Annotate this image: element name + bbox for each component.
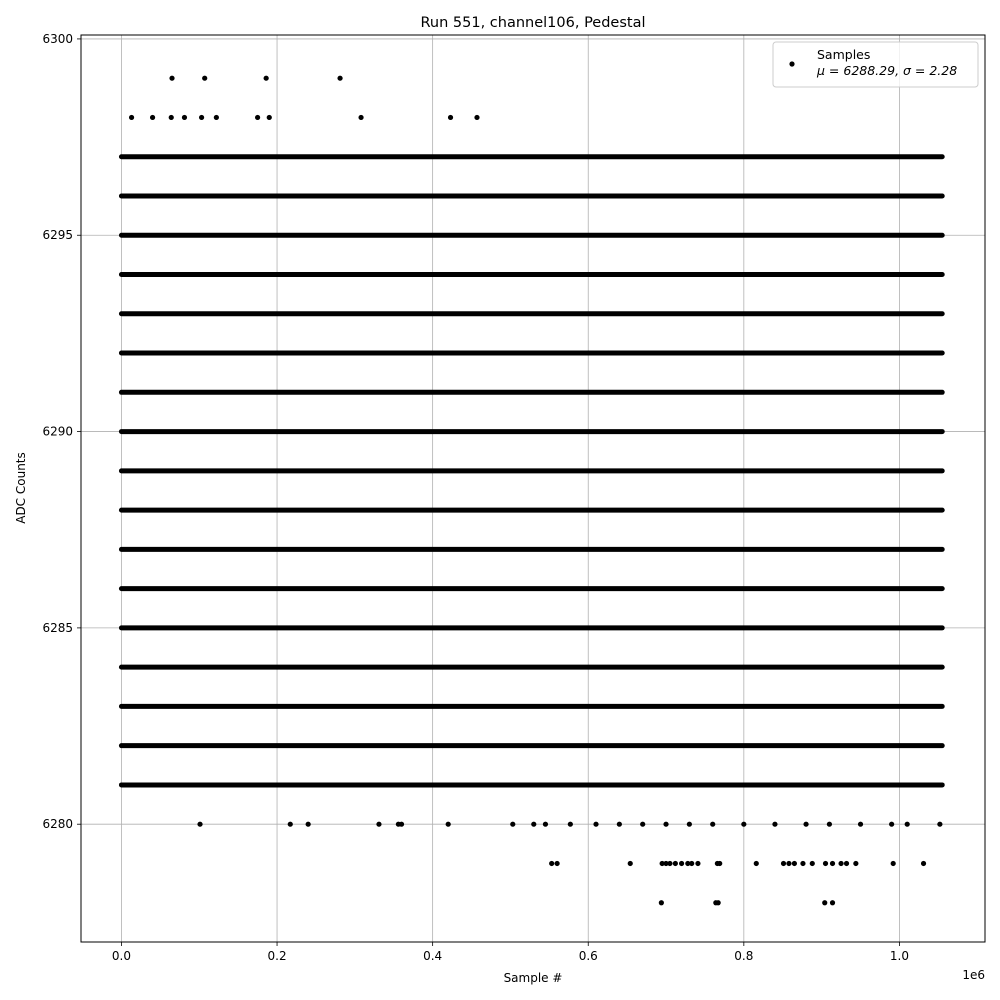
sample-point <box>809 860 815 867</box>
sample-point <box>890 860 896 867</box>
sample-point <box>829 860 836 867</box>
y-axis-ticks: 6280 6285 6290 6295 6300 <box>42 32 81 831</box>
chart-title: Run 551, channel106, Pedestal <box>420 15 645 31</box>
sample-point <box>640 821 646 827</box>
data-points <box>118 75 945 906</box>
sample-point <box>853 860 859 867</box>
sample-point <box>838 860 844 867</box>
sample-point <box>857 821 864 827</box>
sample-point <box>829 900 836 906</box>
sample-point <box>542 821 549 827</box>
sample-point <box>567 821 573 827</box>
sample-point <box>658 900 664 906</box>
y-tick-label: 6300 <box>42 32 73 46</box>
x-tick-label: 0.6 <box>579 949 598 963</box>
sample-point <box>803 821 809 827</box>
sample-point <box>800 860 806 867</box>
x-tick-label: 1.0 <box>890 949 909 963</box>
legend-entry-samples: Samples <box>817 47 870 62</box>
plot-frame <box>80 34 986 943</box>
legend-marker-icon <box>789 61 795 67</box>
sample-point <box>593 821 599 827</box>
sample-point <box>168 114 174 121</box>
sample-point <box>128 114 135 121</box>
sample-point <box>791 860 797 867</box>
x-axis-offset-label: 1e6 <box>962 968 985 982</box>
sample-point <box>149 114 156 121</box>
x-tick-label: 0.8 <box>734 949 753 963</box>
sample-point <box>685 860 691 867</box>
x-axis-label: Sample # <box>504 971 563 985</box>
sample-point <box>358 114 364 121</box>
sample-point <box>889 821 895 827</box>
sample-point <box>663 821 669 827</box>
sample-point <box>717 860 723 867</box>
sample-point <box>266 114 272 121</box>
y-tick-label: 6280 <box>42 817 73 831</box>
sample-point <box>305 821 311 827</box>
sample-point <box>445 821 451 827</box>
sample-point <box>826 821 833 827</box>
y-axis-label: ADC Counts <box>14 452 28 524</box>
x-tick-label: 0.4 <box>423 949 442 963</box>
sample-point <box>549 860 555 867</box>
sample-point <box>287 821 293 827</box>
sample-point <box>667 860 673 867</box>
sample-point <box>263 75 269 81</box>
sample-point <box>689 860 695 867</box>
sample-point <box>510 821 516 827</box>
sample-point <box>447 114 454 121</box>
sample-point <box>663 860 669 867</box>
sample-point <box>678 860 685 867</box>
sample-point <box>531 821 537 827</box>
legend: Samples μ = 6288.29, σ = 2.28 <box>772 41 979 88</box>
legend-box <box>772 41 979 88</box>
sample-point <box>786 860 792 867</box>
sample-point <box>213 114 219 121</box>
sample-point <box>920 860 927 867</box>
sample-point <box>715 900 721 906</box>
x-axis-ticks: 0.0 0.2 0.4 0.6 0.8 1.0 <box>112 942 909 963</box>
sample-point <box>181 114 188 121</box>
sample-point <box>169 75 175 81</box>
sample-point <box>686 821 692 827</box>
x-tick-label: 0.0 <box>112 949 131 963</box>
sample-point <box>254 114 261 121</box>
sample-point <box>398 821 405 827</box>
sample-point <box>554 860 560 867</box>
sample-point <box>695 860 701 867</box>
legend-entry-stats: μ = 6288.29, σ = 2.28 <box>816 63 957 78</box>
sample-point <box>202 75 208 81</box>
y-tick-label: 6295 <box>42 228 73 242</box>
sample-point <box>822 900 828 906</box>
y-tick-label: 6290 <box>42 425 73 439</box>
sample-point <box>474 114 480 121</box>
sample-point <box>197 821 203 827</box>
sample-point <box>659 860 665 867</box>
sample-point <box>616 821 622 827</box>
sample-point <box>904 821 910 827</box>
y-tick-label: 6285 <box>42 621 73 635</box>
sample-point <box>822 860 829 867</box>
sample-point <box>772 821 778 827</box>
sample-point <box>337 75 343 81</box>
sample-point <box>198 114 205 121</box>
sample-point <box>843 860 850 867</box>
sample-point <box>780 860 787 867</box>
sample-point <box>741 821 747 827</box>
x-tick-label: 0.2 <box>268 949 287 963</box>
sample-point <box>753 860 759 867</box>
sample-point <box>710 821 716 827</box>
sample-point <box>376 821 382 827</box>
sample-point <box>627 860 633 867</box>
sample-point <box>937 821 943 827</box>
sample-point <box>672 860 678 867</box>
